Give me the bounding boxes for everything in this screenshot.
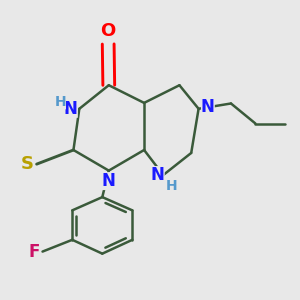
Text: F: F [28, 243, 40, 261]
Text: N: N [151, 166, 165, 184]
Text: H: H [54, 95, 66, 109]
Text: O: O [100, 22, 116, 40]
Text: N: N [201, 98, 215, 116]
Text: H: H [166, 179, 177, 193]
Text: N: N [102, 172, 116, 190]
Text: N: N [64, 100, 78, 118]
Text: S: S [21, 155, 34, 173]
